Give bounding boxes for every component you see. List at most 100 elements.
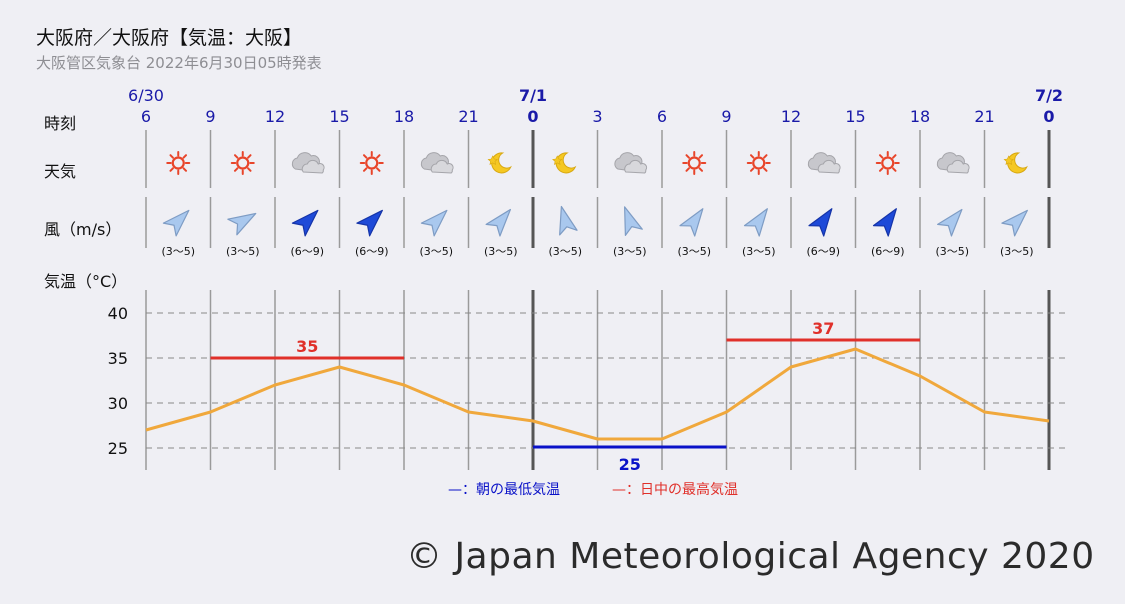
date-label: 7/1 [519,86,547,105]
moon-star [552,155,563,165]
sun-disc [171,156,185,170]
wind-speed-label: (6～9) [355,245,389,258]
wind-arrow-shape [808,208,833,237]
moon-icon [552,152,577,174]
y-tick-label: 35 [108,349,128,368]
sun-ray [182,167,188,172]
hour-label: 0 [1043,107,1054,126]
cloud-icon [291,152,325,174]
wind-speed-label: (3～5) [161,245,195,258]
wind-arrow-icon [162,209,190,237]
sun-ray [362,154,368,159]
max-temp-label: 37 [812,319,834,338]
min-temp-label: 25 [619,455,641,474]
hour-label: 9 [721,107,731,126]
sun-ray [182,154,188,159]
wind-arrow-icon [291,209,319,237]
cloud-icon [420,152,454,174]
hour-label: 0 [527,107,538,126]
cloud-shape [817,159,841,174]
sun-ray [878,167,884,172]
sun-ray [698,167,704,172]
wind-arrow-shape [1001,209,1028,237]
sun-ray [376,167,381,172]
temperature-plot: 35 37 25 [145,319,1050,474]
hour-labels: 6/30 7/1 7/2 6 9 12 15 18 21 0 3 6 9 12 15 18 21 0 [128,86,1063,126]
wind-arrow-icon [679,208,704,237]
wind-speed-label: (6～9) [290,245,324,258]
wind-speed-label: (3～5) [484,245,518,258]
cloud-shape [946,159,970,174]
wind-speed-label: (6～9) [806,245,840,258]
date-label: 7/2 [1035,86,1063,105]
wind-arrow-icon [1001,209,1028,237]
wind-arrow-shape [485,208,511,237]
hour-label: 18 [910,107,930,126]
sun-ray [247,167,252,172]
sun-ray [247,154,252,159]
sun-icon [875,151,900,175]
wind-speed-label: (3～5) [1000,245,1034,258]
moon-star [487,155,498,165]
sun-icon [746,151,771,175]
date-label: 6/30 [128,86,164,105]
wind-arrow-shape [872,208,897,237]
wind-arrow-icon [743,208,768,237]
sun-icon [682,151,707,175]
sun-ray [685,154,690,159]
y-tick-label: 25 [108,439,128,458]
legend: —：朝の最低気温 —：日中の最高気温 [448,481,738,498]
sun-ray [749,167,755,172]
hour-label: 12 [781,107,801,126]
hour-label: 3 [592,107,602,126]
y-tick-label: 30 [108,394,128,413]
sun-ray [763,154,768,159]
temperature-row-label: 気温（°C） [44,272,128,291]
sun-disc [687,156,701,170]
wind-arrow-icon [937,208,963,237]
wind-arrow-icon [624,206,643,236]
wind-arrow-shape [559,205,578,236]
max-temp-label: 35 [296,337,318,356]
wind-speed-label: (3～5) [742,245,776,258]
wind-arrow-icon [227,212,257,236]
hour-label: 21 [458,107,478,126]
sun-ray [362,167,368,172]
hour-label: 12 [265,107,285,126]
sun-ray [749,154,755,159]
sun-disc [752,156,766,170]
copyright-notice: © Japan Meteorological Agency 2020 [406,536,1095,577]
hour-label: 15 [845,107,865,126]
sun-ray [685,167,690,172]
sun-disc [236,156,250,170]
hour-label: 21 [974,107,994,126]
cloud-shape [301,159,325,174]
wind-arrow-shape [420,209,448,237]
legend-min: —：朝の最低気温 [448,482,560,498]
cloud-shape [430,159,454,174]
wind-arrow-shape [679,208,704,237]
hour-label: 6 [657,107,667,126]
hour-label: 18 [394,107,414,126]
sun-ray [233,154,239,159]
wind-arrow-shape [291,209,319,237]
legend-max: —：日中の最高気温 [612,481,738,498]
y-tick-label: 40 [108,304,128,323]
sun-ray [169,167,174,172]
wind-arrow-icon [420,209,448,237]
wind-arrow-shape [624,206,643,236]
weather-row-label: 天気 [44,162,77,181]
sun-ray [376,154,381,159]
wind-arrow-icon [872,208,897,237]
moon-icon [1003,152,1028,174]
cloud-shape [624,159,648,174]
sun-disc [881,156,895,170]
sun-ray [892,167,897,172]
wind-arrow-icon [485,208,511,237]
sun-ray [698,154,704,159]
wind-speed-label: (3～5) [226,245,260,258]
hour-label: 9 [205,107,215,126]
grid-layer: 25 30 35 40 [108,130,1065,470]
wind-arrow-shape [743,208,768,237]
